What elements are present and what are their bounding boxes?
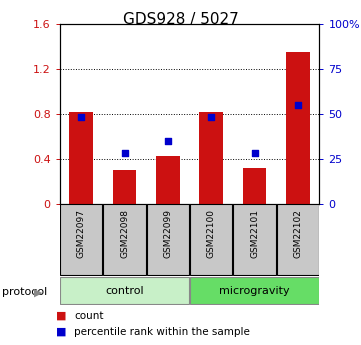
Bar <box>190 277 319 304</box>
Bar <box>147 204 189 275</box>
Text: ■: ■ <box>56 327 66 337</box>
Text: ▶: ▶ <box>34 288 42 297</box>
Point <box>122 150 127 156</box>
Bar <box>190 204 232 275</box>
Text: control: control <box>105 286 144 296</box>
Bar <box>243 168 266 204</box>
Text: ■: ■ <box>56 311 66 321</box>
Bar <box>233 204 276 275</box>
Text: GSM22099: GSM22099 <box>164 209 172 258</box>
Bar <box>60 204 103 275</box>
Point <box>78 115 84 120</box>
Bar <box>286 52 310 204</box>
Text: GSM22098: GSM22098 <box>120 209 129 258</box>
Point <box>165 138 171 144</box>
Bar <box>199 112 223 204</box>
Point <box>208 115 214 120</box>
Text: protocol: protocol <box>2 287 47 296</box>
Text: GSM22102: GSM22102 <box>293 209 302 258</box>
Text: GDS928 / 5027: GDS928 / 5027 <box>123 12 238 27</box>
Point <box>295 102 301 108</box>
Bar <box>156 157 180 204</box>
Bar <box>277 204 319 275</box>
Text: microgravity: microgravity <box>219 286 290 296</box>
Bar <box>113 170 136 204</box>
Text: percentile rank within the sample: percentile rank within the sample <box>74 327 250 337</box>
Text: GSM22097: GSM22097 <box>77 209 86 258</box>
Bar <box>69 112 93 204</box>
Text: count: count <box>74 311 104 321</box>
Bar <box>103 204 146 275</box>
Text: GSM22101: GSM22101 <box>250 209 259 258</box>
Point <box>252 150 257 156</box>
Bar <box>60 277 189 304</box>
Text: GSM22100: GSM22100 <box>207 209 216 258</box>
